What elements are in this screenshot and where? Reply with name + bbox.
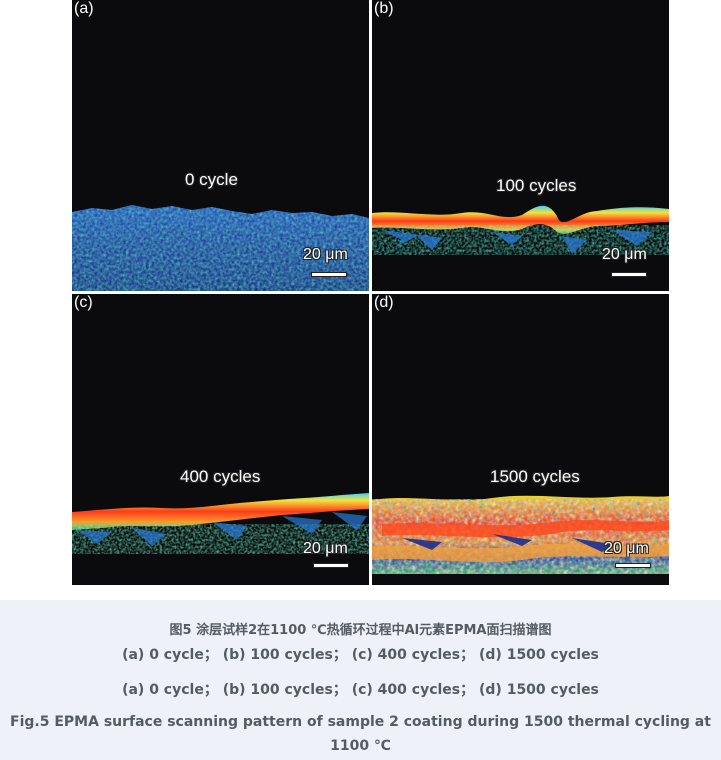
panel-c-cycle-label: 400 cycles [180, 467, 261, 486]
caption-en-title-line2: 1100 ℃ [330, 738, 391, 754]
panel-a-scale-bar [312, 273, 346, 276]
panel-d-label: (d) [374, 294, 394, 311]
panel-c-scale-bar [314, 564, 348, 567]
epma-figure: (a) 0 cycle 20 μm [72, 0, 672, 586]
caption-en-title-line1: Fig.5 EPMA surface scanning pattern of s… [10, 714, 711, 730]
panel-d-scale-bar [616, 564, 650, 567]
panel-d-cycle-label: 1500 cycles [490, 467, 580, 486]
panel-a-label: (a) [74, 0, 94, 17]
panel-a: (a) 0 cycle 20 μm [72, 0, 369, 291]
caption-cn-subcaption: (a) 0 cycle； (b) 100 cycles； (c) 400 cyc… [122, 647, 599, 663]
panel-d-scale-label: 20 μm [604, 540, 649, 557]
panel-d: (d) 1500 cycles 20 μm [372, 294, 669, 585]
panel-c-scale-label: 20 μm [303, 540, 348, 557]
figure-caption: 图5 涂层试样2在1100 ℃热循环过程中Al元素EPMA面扫描谱图 (a) 0… [0, 600, 721, 760]
panel-c-label: (c) [74, 294, 93, 311]
panel-a-scale-label: 20 μm [303, 246, 348, 263]
panel-c-map [72, 493, 369, 554]
panel-d-map [372, 495, 669, 574]
panel-a-map [72, 205, 369, 291]
panel-b-scale-label: 20 μm [602, 246, 647, 263]
panel-b-map [372, 205, 669, 255]
caption-en-subcaption: (a) 0 cycle； (b) 100 cycles； (c) 400 cyc… [122, 682, 599, 698]
panel-c: (c) 400 cycles 20 μm [72, 294, 369, 585]
panel-b: (b) 100 cycles 20 μm [372, 0, 669, 291]
panel-b-cycle-label: 100 cycles [496, 176, 577, 195]
panel-b-label: (b) [374, 0, 394, 17]
panel-a-cycle-label: 0 cycle [185, 170, 238, 189]
caption-cn-title: 图5 涂层试样2在1100 ℃热循环过程中Al元素EPMA面扫描谱图 [169, 623, 552, 638]
panel-b-scale-bar [612, 273, 646, 276]
